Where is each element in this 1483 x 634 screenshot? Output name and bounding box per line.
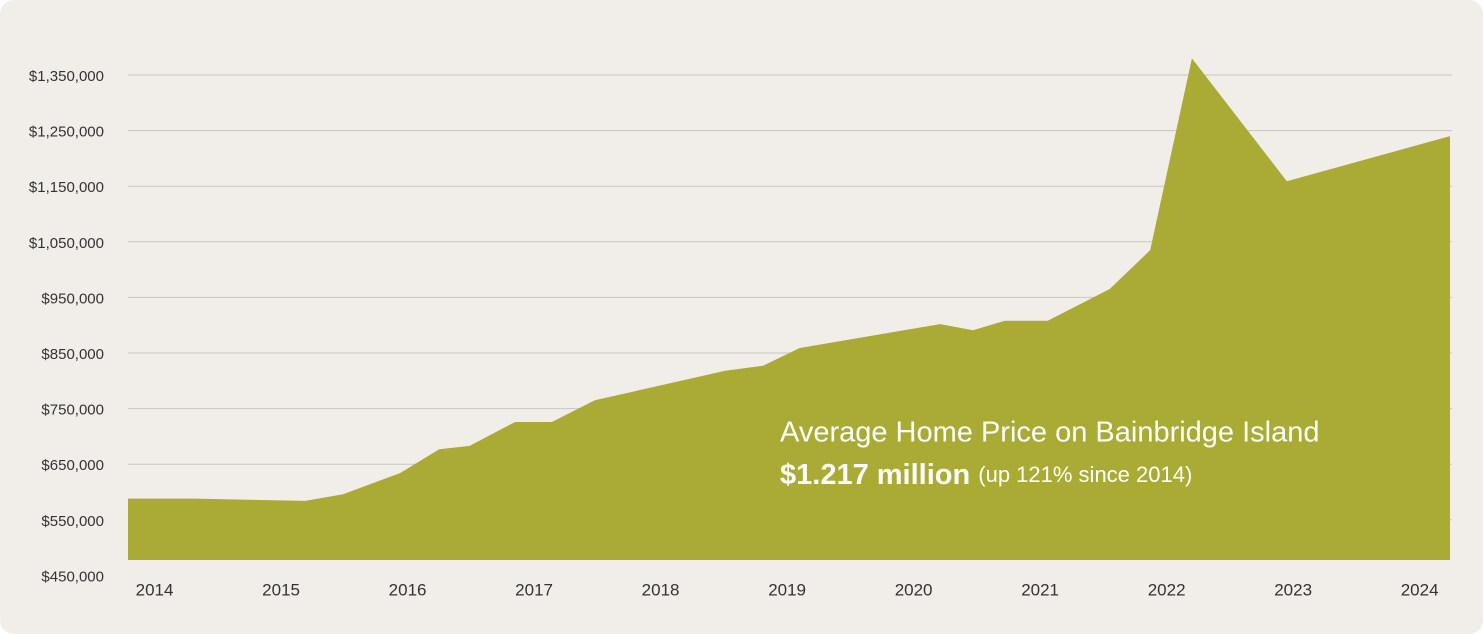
x-tick-label: 2021 [1021,580,1059,599]
annotation-title: Average Home Price on Bainbridge Island [780,417,1320,449]
y-tick-label: $850,000 [41,346,104,363]
y-tick-label: $1,250,000 [29,124,104,141]
x-tick-label: 2022 [1148,580,1186,599]
annotation-price: $1.217 million [780,459,970,491]
y-tick-label: $550,000 [41,513,104,530]
x-tick-label: 2019 [768,580,806,599]
y-tick-label: $1,150,000 [29,179,104,196]
x-tick-label: 2015 [262,580,300,599]
y-tick-label: $950,000 [41,290,104,307]
annotation-value: $1.217 million (up 121% since 2014) [780,459,1192,491]
x-tick-label: 2020 [895,580,933,599]
annotation-change: (up 121% since 2014) [978,462,1192,487]
x-tick-label: 2024 [1401,580,1439,599]
x-tick-label: 2017 [515,580,553,599]
x-tick-label: 2023 [1274,580,1312,599]
x-tick-label: 2016 [389,580,427,599]
x-tick-label: 2018 [642,580,680,599]
y-tick-label: $1,050,000 [29,235,104,252]
y-tick-label: $750,000 [41,402,104,419]
area [128,58,1450,560]
y-tick-label: $650,000 [41,457,104,474]
y-tick-label: $450,000 [41,568,104,585]
x-tick-label: 2014 [136,580,174,599]
y-tick-label: $1,350,000 [29,68,104,85]
